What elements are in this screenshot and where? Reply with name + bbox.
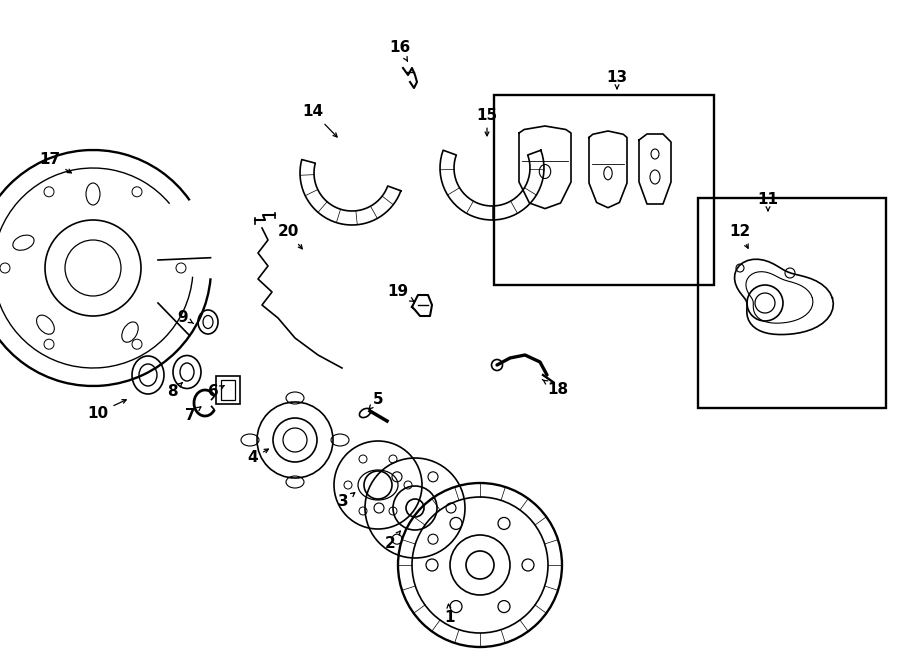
Text: 12: 12 [729,225,751,249]
Text: 15: 15 [476,108,498,136]
Text: 13: 13 [607,71,627,89]
Bar [494,95,714,285]
Text: 18: 18 [543,379,569,397]
Bar [221,380,235,400]
Text: 7: 7 [184,407,201,422]
Text: 17: 17 [40,153,71,173]
Text: 9: 9 [177,309,194,325]
Text: 20: 20 [277,225,302,249]
Bar [698,198,886,408]
Text: 4: 4 [248,449,268,465]
Text: 10: 10 [87,400,126,420]
Text: 2: 2 [384,531,400,551]
Text: 6: 6 [208,385,224,399]
Ellipse shape [359,408,371,418]
Text: 5: 5 [369,393,383,409]
Text: 11: 11 [758,192,778,211]
Text: 1: 1 [445,604,455,625]
Text: 19: 19 [387,284,414,301]
Text: 8: 8 [166,383,183,399]
Text: 14: 14 [302,104,338,137]
Bar [216,376,240,404]
Text: 16: 16 [390,40,410,61]
Text: 3: 3 [338,492,355,510]
